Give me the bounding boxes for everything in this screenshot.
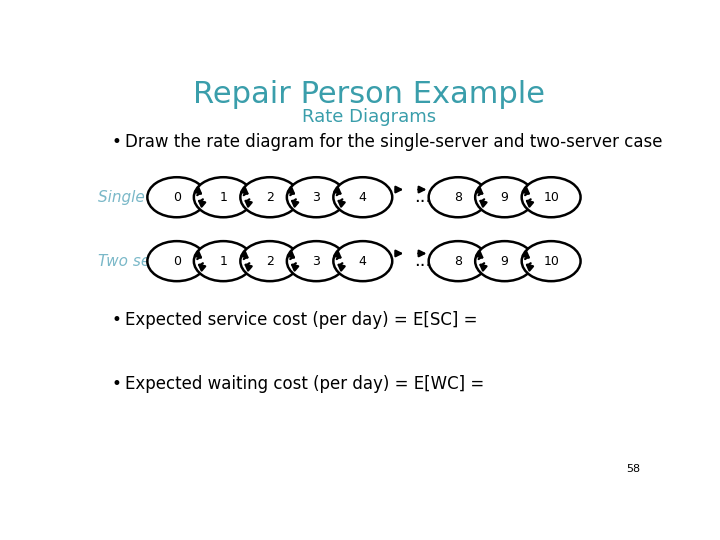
Ellipse shape xyxy=(522,241,580,281)
Text: •: • xyxy=(112,133,122,151)
Ellipse shape xyxy=(240,177,300,217)
Ellipse shape xyxy=(148,177,206,217)
Text: 4: 4 xyxy=(359,191,366,204)
Ellipse shape xyxy=(475,177,534,217)
Text: 3: 3 xyxy=(312,255,320,268)
Text: 2: 2 xyxy=(266,191,274,204)
Ellipse shape xyxy=(333,241,392,281)
Text: 9: 9 xyxy=(500,255,508,268)
Text: Expected waiting cost (per day) = E[WC] =: Expected waiting cost (per day) = E[WC] … xyxy=(125,375,484,393)
Text: •: • xyxy=(112,375,122,393)
Ellipse shape xyxy=(475,241,534,281)
Text: 1: 1 xyxy=(220,191,228,204)
Ellipse shape xyxy=(148,241,206,281)
Text: ...: ... xyxy=(415,188,432,206)
Ellipse shape xyxy=(287,241,346,281)
Text: 9: 9 xyxy=(500,191,508,204)
Text: 2: 2 xyxy=(266,255,274,268)
Text: 0: 0 xyxy=(173,191,181,204)
Text: 0: 0 xyxy=(173,255,181,268)
Text: 8: 8 xyxy=(454,255,462,268)
Ellipse shape xyxy=(522,177,580,217)
Ellipse shape xyxy=(333,177,392,217)
Text: 3: 3 xyxy=(312,191,320,204)
Text: Expected service cost (per day) = E[SC] =: Expected service cost (per day) = E[SC] … xyxy=(125,312,477,329)
Text: 8: 8 xyxy=(454,191,462,204)
Text: 58: 58 xyxy=(626,464,640,475)
Text: 10: 10 xyxy=(543,191,559,204)
Text: ...: ... xyxy=(415,252,432,270)
Text: 4: 4 xyxy=(359,255,366,268)
Ellipse shape xyxy=(194,177,253,217)
Text: 10: 10 xyxy=(543,255,559,268)
Text: Rate Diagrams: Rate Diagrams xyxy=(302,108,436,126)
Ellipse shape xyxy=(194,241,253,281)
Ellipse shape xyxy=(240,241,300,281)
Text: 1: 1 xyxy=(220,255,228,268)
Ellipse shape xyxy=(287,177,346,217)
Text: Draw the rate diagram for the single-server and two-server case: Draw the rate diagram for the single-ser… xyxy=(125,133,662,151)
Ellipse shape xyxy=(428,241,487,281)
Text: •: • xyxy=(112,312,122,329)
Ellipse shape xyxy=(428,177,487,217)
Text: Repair Person Example: Repair Person Example xyxy=(193,79,545,109)
Text: Single server: Single server xyxy=(98,190,197,205)
Text: Two servers: Two servers xyxy=(98,254,189,268)
